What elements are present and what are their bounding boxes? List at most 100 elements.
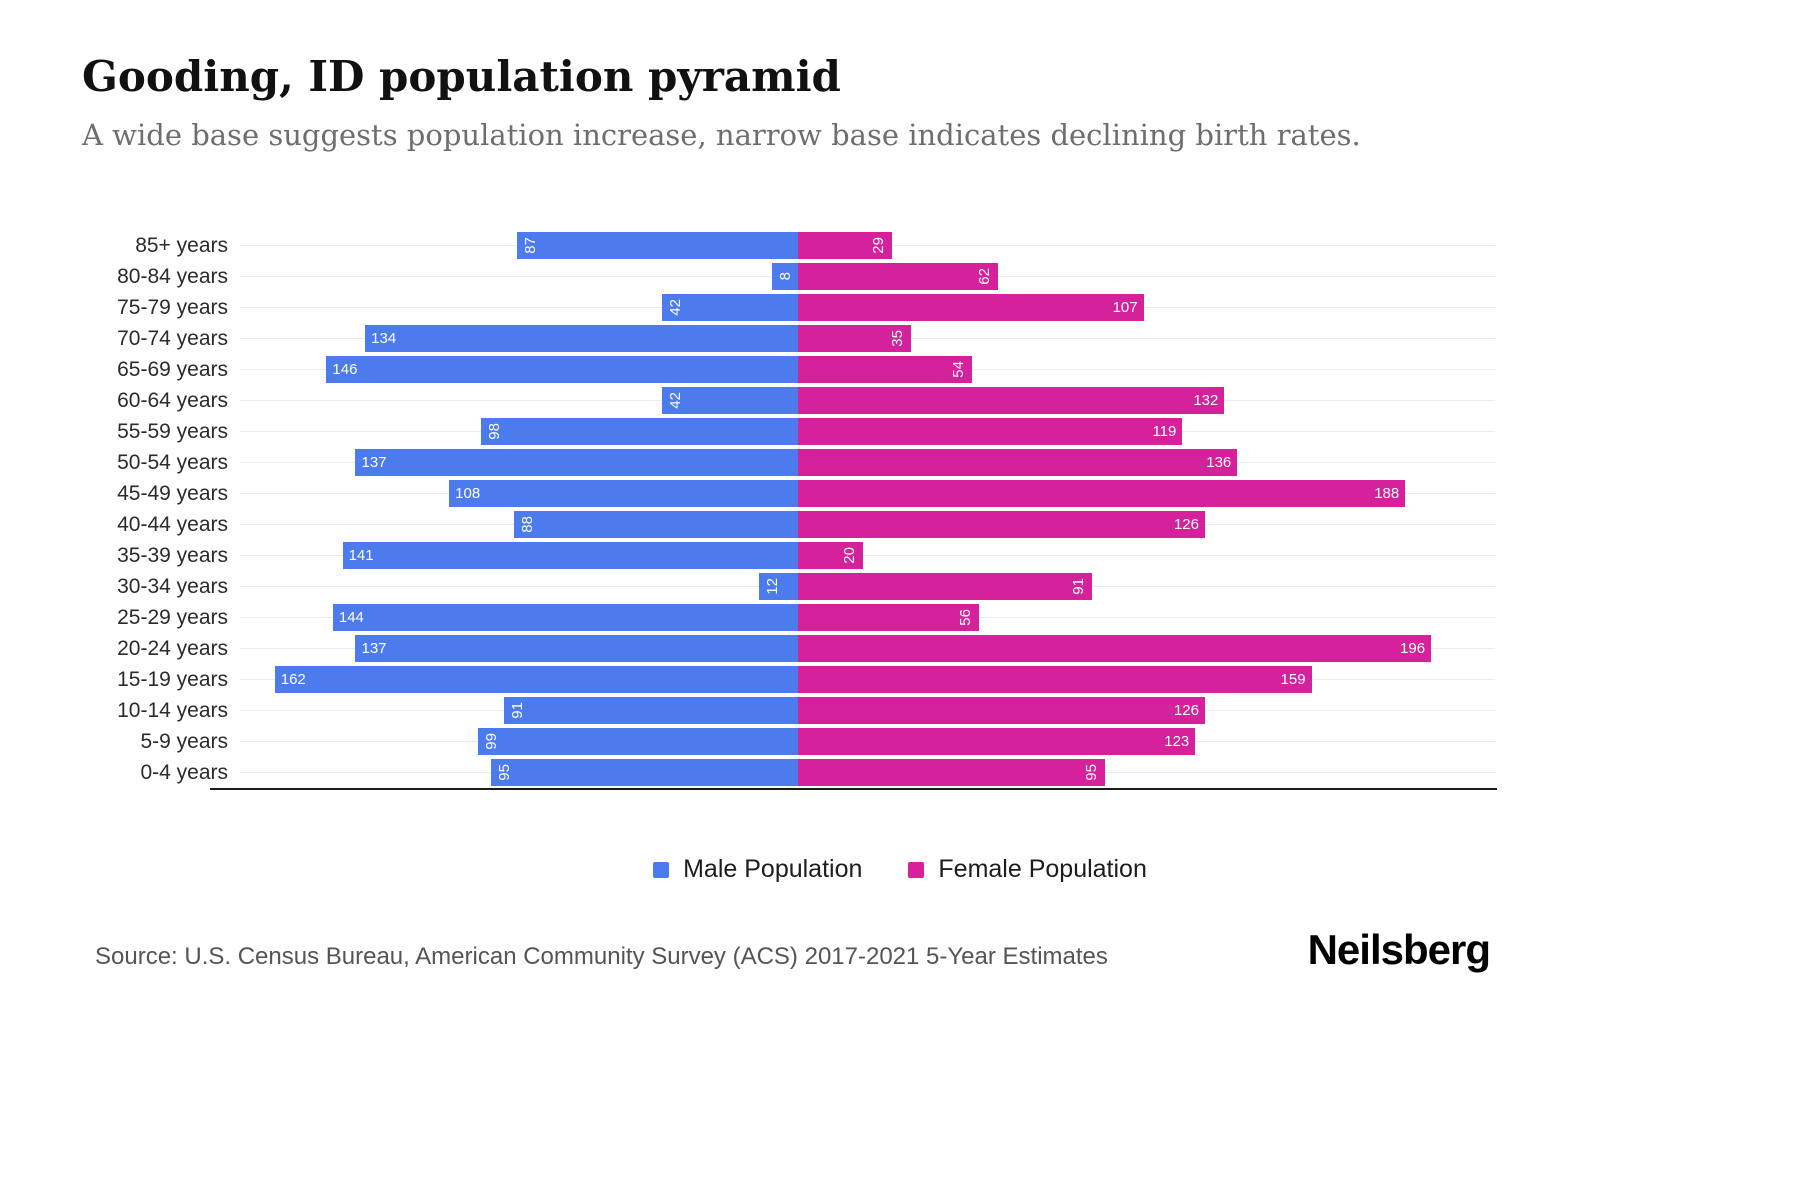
age-group-label: 70-74 years — [117, 327, 228, 350]
female-bar-value: 62 — [976, 268, 994, 285]
male-bar-value: 137 — [361, 454, 387, 471]
female-bar: 62 — [798, 263, 999, 290]
pyramid-rows: 85+ years 87 29 80-84 years 8 62 75-79 years 42… — [80, 230, 1540, 788]
age-group-label: 15-19 years — [117, 668, 228, 691]
female-legend-label: Female Population — [938, 855, 1147, 883]
female-bar: 56 — [798, 604, 979, 631]
male-bar-value: 108 — [455, 485, 481, 502]
female-bar-value: 54 — [950, 361, 968, 378]
legend-item-female: Female Population — [908, 855, 1147, 884]
male-bar: 91 — [504, 697, 798, 724]
female-bar-value: 35 — [889, 330, 907, 347]
age-group-label: 0-4 years — [140, 761, 228, 784]
age-group-label: 35-39 years — [117, 544, 228, 567]
male-bar: 137 — [355, 449, 798, 476]
age-group-label: 60-64 years — [117, 389, 228, 412]
female-bar: 126 — [798, 697, 1205, 724]
pyramid-row: 45-49 years 108 188 — [80, 478, 1540, 509]
male-bar: 137 — [355, 635, 798, 662]
pyramid-row: 80-84 years 8 62 — [80, 261, 1540, 292]
female-bar: 20 — [798, 542, 863, 569]
male-bar-value: 162 — [280, 671, 306, 688]
female-bar: 132 — [798, 387, 1225, 414]
male-bar-value: 141 — [348, 547, 374, 564]
female-bar: 188 — [798, 480, 1406, 507]
male-bar-value: 87 — [521, 237, 539, 254]
age-group-label: 80-84 years — [117, 265, 228, 288]
pyramid-row: 35-39 years 141 20 — [80, 540, 1540, 571]
female-bar: 119 — [798, 418, 1183, 445]
female-bar-value: 123 — [1164, 733, 1190, 750]
gridline — [240, 555, 1495, 556]
female-bar: 95 — [798, 759, 1105, 786]
male-bar: 8 — [772, 263, 798, 290]
pyramid-row: 25-29 years 144 56 — [80, 602, 1540, 633]
age-group-label: 40-44 years — [117, 513, 228, 536]
female-bar-value: 126 — [1173, 702, 1199, 719]
male-bar-value: 137 — [361, 640, 387, 657]
pyramid-row: 15-19 years 162 159 — [80, 664, 1540, 695]
pyramid-row: 5-9 years 99 123 — [80, 726, 1540, 757]
male-legend-label: Male Population — [683, 855, 863, 883]
female-bar: 29 — [798, 232, 892, 259]
chart-legend: Male Population Female Population — [0, 855, 1800, 884]
male-bar-value: 12 — [764, 578, 782, 595]
male-bar-value: 88 — [518, 516, 536, 533]
pyramid-row: 30-34 years 12 91 — [80, 571, 1540, 602]
age-group-label: 75-79 years — [117, 296, 228, 319]
age-group-label: 50-54 years — [117, 451, 228, 474]
age-group-label: 85+ years — [135, 234, 228, 257]
pyramid-row: 85+ years 87 29 — [80, 230, 1540, 261]
age-group-label: 30-34 years — [117, 575, 228, 598]
female-bar-value: 159 — [1280, 671, 1306, 688]
female-bar-value: 91 — [1069, 578, 1087, 595]
male-bar: 12 — [759, 573, 798, 600]
pyramid-row: 50-54 years 137 136 — [80, 447, 1540, 478]
male-bar: 162 — [274, 666, 798, 693]
legend-item-male: Male Population — [653, 855, 862, 884]
age-group-label: 10-14 years — [117, 699, 228, 722]
female-bar: 123 — [798, 728, 1196, 755]
female-bar: 54 — [798, 356, 973, 383]
female-bar-value: 188 — [1374, 485, 1400, 502]
pyramid-row: 75-79 years 42 107 — [80, 292, 1540, 323]
male-bar: 95 — [491, 759, 798, 786]
female-bar-value: 56 — [956, 609, 974, 626]
male-bar-value: 8 — [777, 272, 795, 281]
female-bar: 35 — [798, 325, 912, 352]
male-bar-value: 42 — [667, 299, 685, 316]
male-bar-value: 91 — [509, 702, 527, 719]
male-bar: 42 — [662, 387, 798, 414]
age-group-label: 65-69 years — [117, 358, 228, 381]
pyramid-row: 70-74 years 134 35 — [80, 323, 1540, 354]
male-bar: 88 — [513, 511, 798, 538]
male-bar: 141 — [342, 542, 798, 569]
male-bar-value: 146 — [332, 361, 358, 378]
female-bar: 136 — [798, 449, 1238, 476]
neilsberg-logo[interactable]: Neilsberg — [1307, 926, 1491, 973]
male-bar: 146 — [326, 356, 798, 383]
chart-title: Gooding, ID population pyramid — [82, 52, 841, 101]
male-bar-value: 42 — [667, 392, 685, 409]
female-bar: 159 — [798, 666, 1312, 693]
male-bar-value: 98 — [486, 423, 504, 440]
age-group-label: 5-9 years — [140, 730, 228, 753]
male-bar: 99 — [478, 728, 798, 755]
female-bar-value: 107 — [1112, 299, 1138, 316]
pyramid-chart: 85+ years 87 29 80-84 years 8 62 75-79 years 42… — [80, 230, 1540, 830]
male-bar-value: 95 — [496, 764, 514, 781]
pyramid-row: 60-64 years 42 132 — [80, 385, 1540, 416]
pyramid-row: 0-4 years 95 95 — [80, 757, 1540, 788]
female-bar-value: 20 — [840, 547, 858, 564]
female-bar-value: 196 — [1400, 640, 1426, 657]
age-group-label: 25-29 years — [117, 606, 228, 629]
female-bar: 107 — [798, 294, 1144, 321]
age-group-label: 55-59 years — [117, 420, 228, 443]
age-group-label: 20-24 years — [117, 637, 228, 660]
female-bar-value: 29 — [869, 237, 887, 254]
female-bar-value: 95 — [1082, 764, 1100, 781]
pyramid-row: 20-24 years 137 196 — [80, 633, 1540, 664]
male-bar-value: 144 — [338, 609, 364, 626]
pyramid-row: 65-69 years 146 54 — [80, 354, 1540, 385]
male-bar: 87 — [516, 232, 798, 259]
